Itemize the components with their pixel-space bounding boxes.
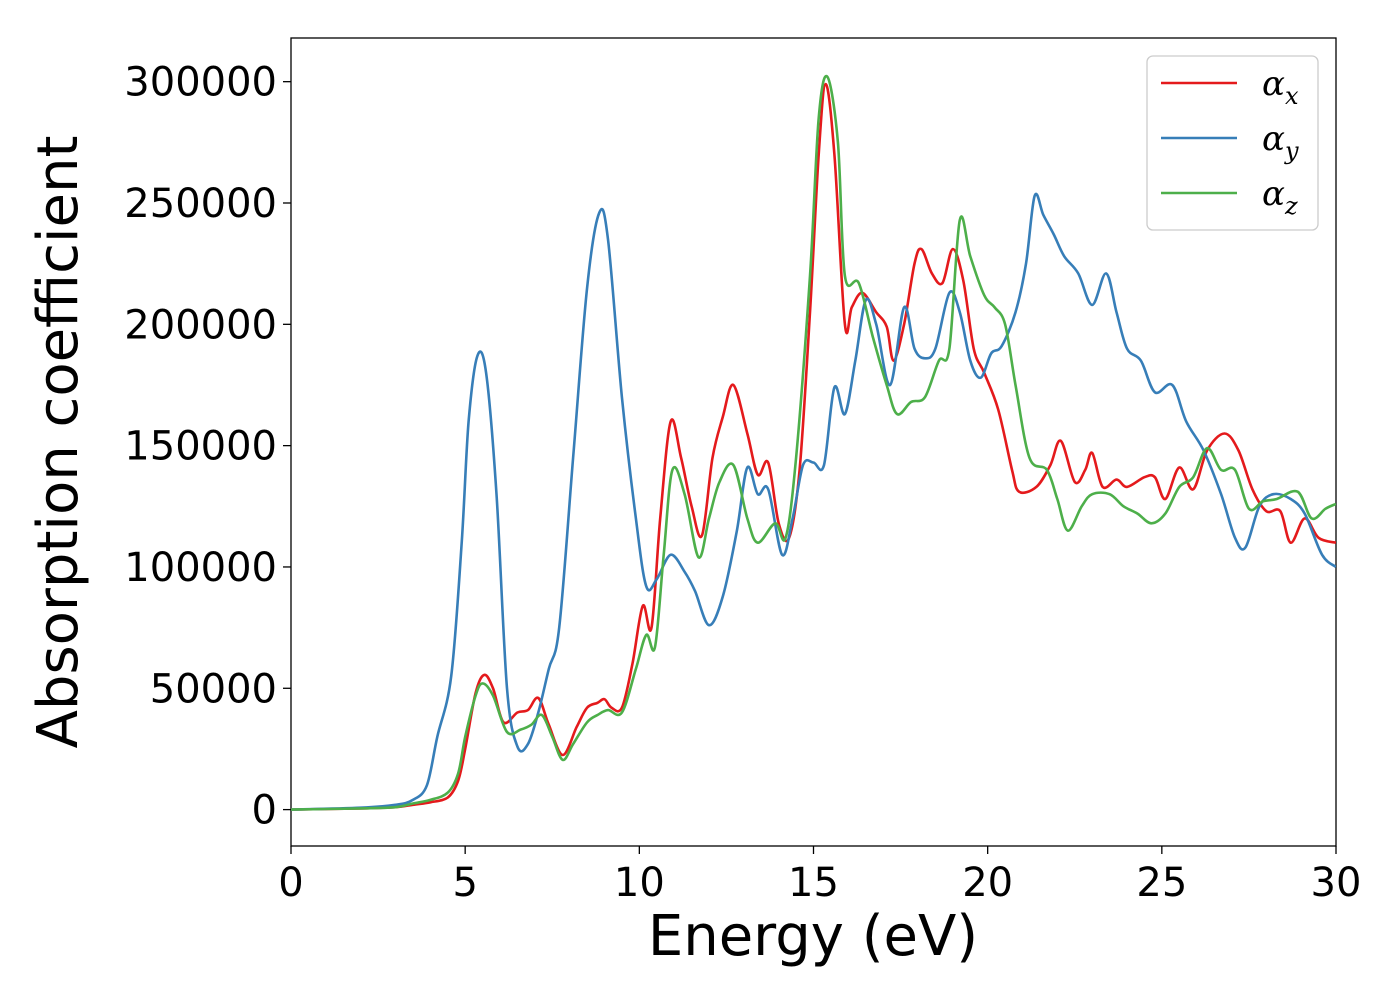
x-tick-label: 20 xyxy=(962,860,1013,906)
legend: αx αy αz xyxy=(1146,55,1319,231)
legend-label-y: αy xyxy=(1262,119,1299,165)
y-axis-ticks: 0 50000 100000 150000 200000 250000 300000 xyxy=(124,60,291,834)
x-tick-label: 10 xyxy=(614,860,665,906)
series-line-z xyxy=(291,74,1336,811)
y-tick-label: 300000 xyxy=(124,60,277,106)
x-tick-label: 30 xyxy=(1311,860,1362,906)
x-tick-label: 15 xyxy=(788,860,839,906)
y-tick-label: 250000 xyxy=(124,181,277,227)
y-axis-label: Absorption coefficient xyxy=(26,136,91,749)
x-tick-label: 5 xyxy=(452,860,477,906)
legend-box xyxy=(1146,55,1319,231)
x-tick-label: 0 xyxy=(278,860,303,906)
y-tick-label: 50000 xyxy=(150,666,277,712)
y-tick-label: 100000 xyxy=(124,545,277,591)
legend-label-z: αz xyxy=(1262,174,1298,220)
y-tick-label: 200000 xyxy=(124,302,277,348)
series-line-x xyxy=(291,82,1336,811)
x-tick-label: 25 xyxy=(1136,860,1187,906)
x-axis-label: Energy (eV) xyxy=(648,904,978,969)
series-line-y xyxy=(291,192,1336,811)
x-axis-ticks: 0 5 10 15 20 25 30 xyxy=(278,846,1361,906)
y-tick-label: 0 xyxy=(252,788,277,834)
legend-label-x: αx xyxy=(1262,64,1299,110)
series-lines xyxy=(291,74,1336,811)
y-tick-label: 150000 xyxy=(124,424,277,470)
